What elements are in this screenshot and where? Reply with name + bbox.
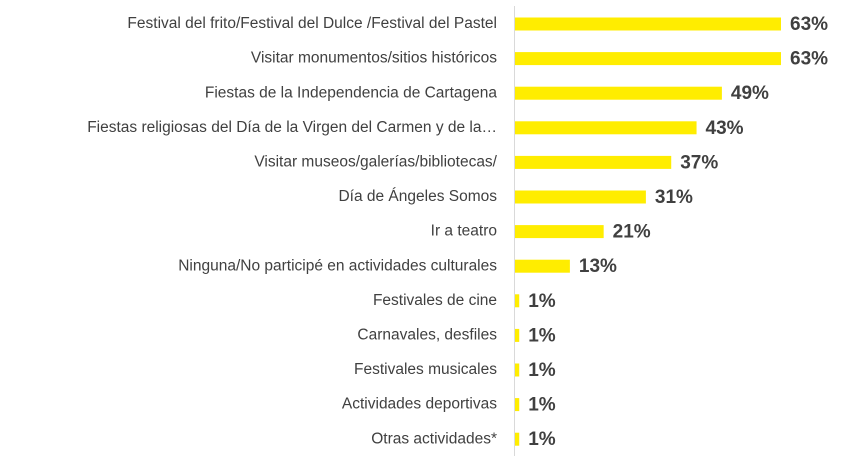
category-label: Festival del frito/Festival del Dulce /F… bbox=[127, 15, 497, 32]
data-label: 21% bbox=[613, 222, 651, 243]
data-label: 13% bbox=[579, 256, 617, 277]
bar bbox=[515, 432, 520, 446]
category-label: Día de Ángeles Somos bbox=[338, 188, 497, 205]
data-label: 63% bbox=[790, 49, 828, 70]
category-label: Fiestas religiosas del Día de la Virgen … bbox=[87, 119, 497, 136]
data-label: 63% bbox=[790, 14, 828, 35]
bar bbox=[515, 155, 672, 169]
category-label: Actividades deportivas bbox=[342, 396, 497, 413]
data-label: 1% bbox=[528, 360, 556, 381]
data-label: 1% bbox=[528, 325, 556, 346]
data-label: 31% bbox=[655, 187, 693, 208]
category-label: Fiestas de la Independencia de Cartagena bbox=[205, 84, 498, 101]
bar bbox=[515, 259, 570, 273]
bar bbox=[515, 328, 520, 342]
category-label: Ninguna/No participé en actividades cult… bbox=[178, 257, 497, 274]
category-label: Visitar museos/galerías/bibliotecas/ bbox=[254, 153, 497, 170]
data-label: 37% bbox=[680, 152, 718, 173]
category-label: Ir a teatro bbox=[431, 223, 497, 240]
category-label: Festivales musicales bbox=[354, 361, 497, 378]
data-label: 1% bbox=[528, 395, 556, 416]
data-label: 43% bbox=[706, 118, 744, 139]
category-label: Festivales de cine bbox=[373, 292, 497, 309]
category-label: Visitar monumentos/sitios históricos bbox=[251, 50, 497, 67]
bar bbox=[515, 363, 520, 377]
data-label: 49% bbox=[731, 83, 769, 104]
bar bbox=[515, 225, 604, 239]
data-label: 1% bbox=[528, 429, 556, 450]
bar bbox=[515, 52, 781, 66]
bar bbox=[515, 17, 781, 31]
bar bbox=[515, 398, 520, 412]
bar bbox=[515, 121, 697, 135]
bar bbox=[515, 190, 646, 204]
data-label: 1% bbox=[528, 291, 556, 312]
category-label: Carnavales, desfiles bbox=[357, 326, 497, 343]
category-label: Otras actividades* bbox=[371, 430, 497, 447]
bar bbox=[515, 86, 722, 100]
bar bbox=[515, 294, 520, 308]
